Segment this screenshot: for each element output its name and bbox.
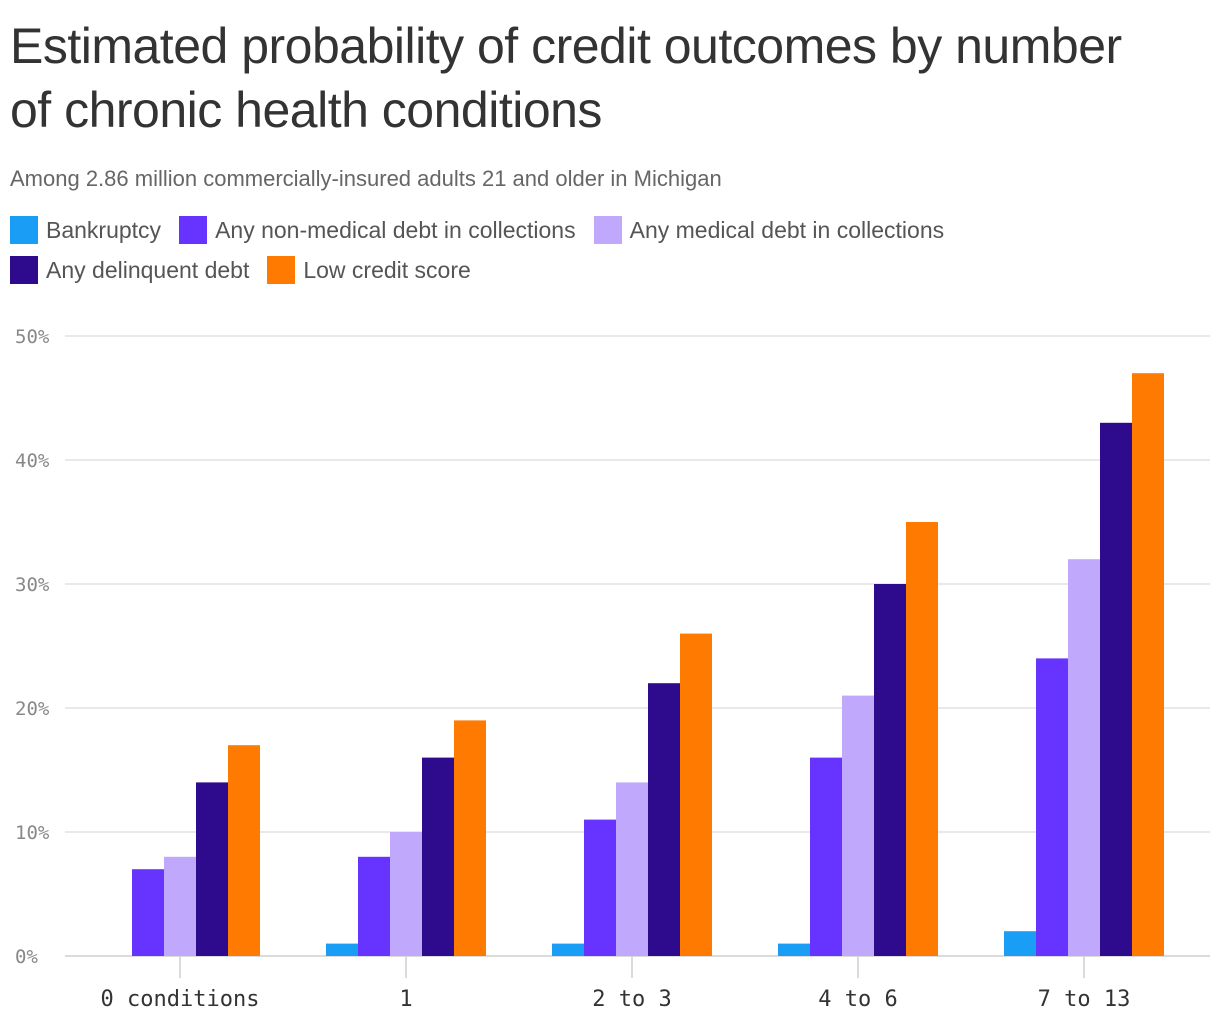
- legend-label-low-credit-score: Low credit score: [303, 256, 471, 283]
- bar-low-credit-score-7-to-13: [1132, 373, 1164, 956]
- legend-label-delinquent-debt: Any delinquent debt: [46, 256, 250, 283]
- legend-label-non-medical-debt: Any non-medical debt in collections: [215, 216, 576, 243]
- bar-low-credit-score-0-conditions: [228, 745, 260, 956]
- bar-any-delinquent-debt-2-to-3: [648, 683, 680, 956]
- legend-swatch-bankruptcy: [10, 216, 38, 244]
- bar-any-medical-debt-in-collections-0-conditions: [164, 856, 196, 956]
- bar-any-medical-debt-in-collections-7-to-13: [1068, 559, 1100, 956]
- bar-bankruptcy-4-to-6: [778, 943, 810, 956]
- bar-any-non-medical-debt-in-collections-7-to-13: [1036, 658, 1068, 956]
- bar-any-delinquent-debt-0-conditions: [196, 782, 228, 956]
- bar-any-non-medical-debt-in-collections-0-conditions: [132, 869, 164, 956]
- y-tick-label-50: 50%: [15, 326, 50, 348]
- bar-any-non-medical-debt-in-collections-1: [358, 856, 390, 956]
- x-tick-label-7-to-13: 7 to 13: [1038, 987, 1131, 1012]
- x-tick-label-4-to-6: 4 to 6: [818, 987, 897, 1012]
- bar-any-delinquent-debt-7-to-13: [1100, 422, 1132, 956]
- legend-swatch-medical-debt: [593, 216, 622, 244]
- bar-any-delinquent-debt-1: [422, 757, 454, 956]
- bar-bankruptcy-7-to-13: [1004, 931, 1036, 956]
- bar-chart: 0% 10% 20% 30% 40% 50% 0 conditions 1 2 to 3 4 to…: [15, 326, 1210, 1012]
- bar-any-medical-debt-in-collections-1: [390, 832, 422, 956]
- bar-any-non-medical-debt-in-collections-4-to-6: [810, 757, 842, 956]
- bar-any-medical-debt-in-collections-4-to-6: [842, 695, 874, 956]
- y-tick-label-40: 40%: [15, 450, 50, 472]
- chart-title: Estimated probability of credit outcomes…: [10, 18, 1122, 138]
- legend-swatch-non-medical-debt: [179, 216, 208, 244]
- y-tick-label-20: 20%: [15, 698, 50, 720]
- legend-label-medical-debt: Any medical debt in collections: [629, 216, 945, 243]
- x-tick-label-0-conditions: 0 conditions: [101, 987, 260, 1012]
- y-tick-label-30: 30%: [15, 574, 50, 596]
- bar-bankruptcy-1: [326, 943, 358, 956]
- bar-any-non-medical-debt-in-collections-2-to-3: [584, 819, 616, 956]
- legend-item-bankruptcy: Bankruptcy: [10, 216, 161, 244]
- legend-item-delinquent-debt: Any delinquent debt: [10, 256, 249, 284]
- legend: Bankruptcy Any non-medical debt in colle…: [10, 216, 1110, 284]
- legend-label-bankruptcy: Bankruptcy: [46, 216, 162, 243]
- bar-bankruptcy-2-to-3: [552, 943, 584, 956]
- bar-low-credit-score-2-to-3: [680, 633, 712, 956]
- y-tick-label-0: 0%: [15, 946, 38, 968]
- y-tick-label-10: 10%: [15, 822, 50, 844]
- bar-any-delinquent-debt-4-to-6: [874, 584, 906, 956]
- legend-item-non-medical-debt: Any non-medical debt in collections: [179, 216, 576, 244]
- legend-swatch-delinquent-debt: [10, 256, 38, 284]
- x-tick-label-1: 1: [399, 987, 412, 1012]
- bar-low-credit-score-4-to-6: [906, 522, 938, 956]
- legend-item-medical-debt: Any medical debt in collections: [593, 216, 945, 244]
- chart-subtitle: Among 2.86 million commercially-insured …: [10, 166, 722, 191]
- legend-swatch-low-credit-score: [267, 256, 296, 284]
- bar-any-medical-debt-in-collections-2-to-3: [616, 782, 648, 956]
- legend-item-low-credit-score: Low credit score: [267, 256, 471, 284]
- x-tick-label-2-to-3: 2 to 3: [592, 987, 671, 1012]
- bar-low-credit-score-1: [454, 720, 486, 956]
